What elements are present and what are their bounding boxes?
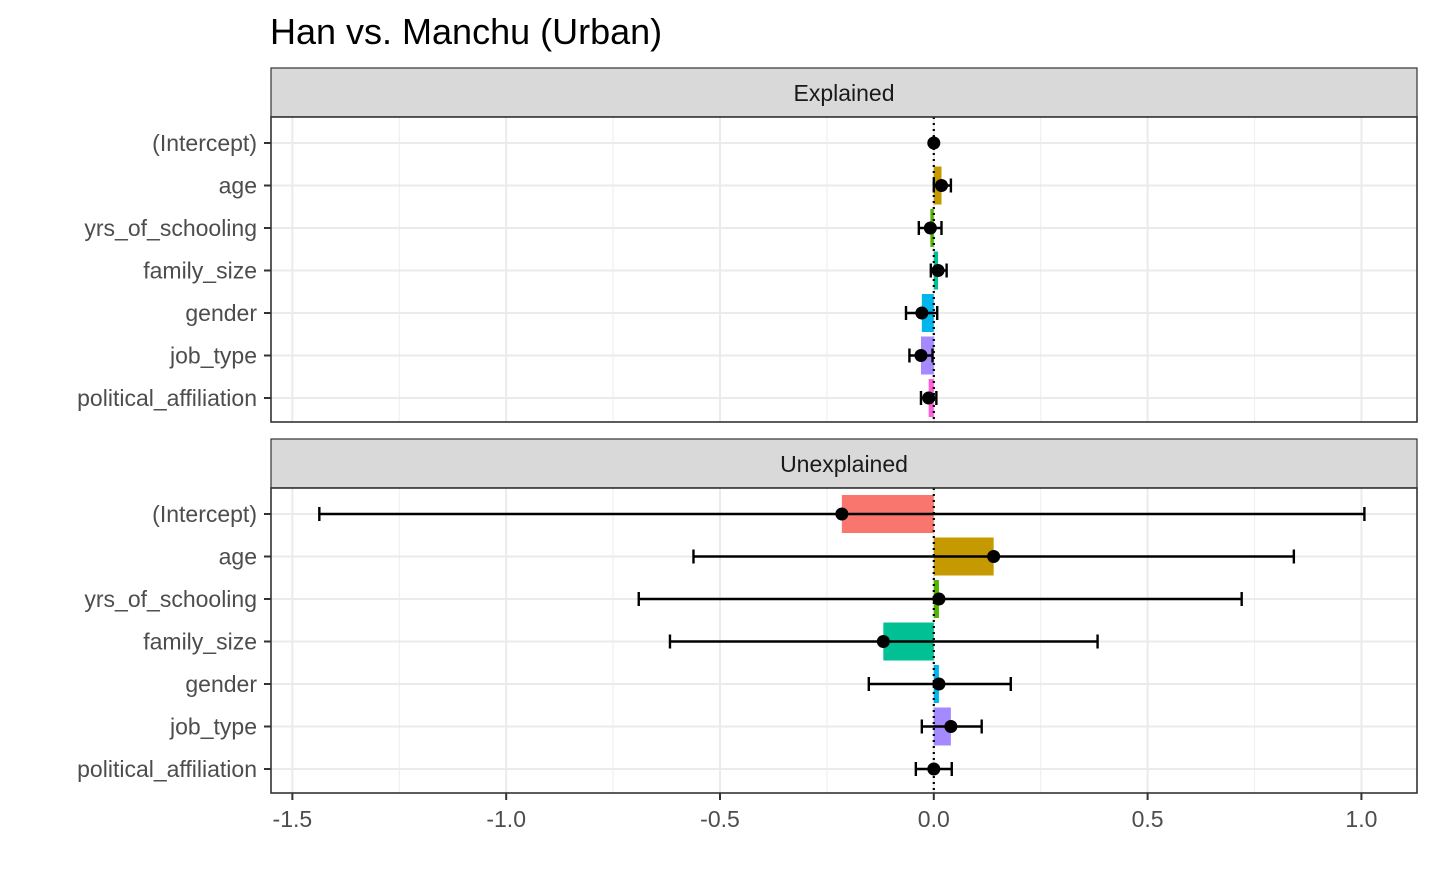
estimate-point	[835, 507, 849, 521]
y-tick-label: gender	[185, 300, 257, 326]
x-tick-label: 0.0	[918, 806, 950, 832]
y-tick-label: political_affiliation	[77, 385, 257, 411]
panel-strip	[270, 438, 1418, 489]
estimate-point	[932, 677, 946, 691]
estimate-point	[915, 306, 929, 320]
panel-strip-label: Unexplained	[780, 451, 908, 477]
y-tick-label: age	[219, 173, 257, 199]
panel-strip-label: Explained	[793, 80, 894, 106]
panel-unexplained: Unexplained (Intercept) age yrs_of_schoolin…	[77, 438, 1418, 832]
x-tick-label: -0.5	[700, 806, 740, 832]
estimate-point	[927, 762, 941, 776]
x-tick-label: 0.5	[1132, 806, 1164, 832]
estimate-point	[927, 136, 941, 150]
estimate-point	[931, 264, 945, 277]
x-tick-label: -1.0	[486, 806, 526, 832]
y-tick-label: (Intercept)	[152, 501, 257, 527]
estimate-point	[932, 592, 946, 606]
plot-area: Explained(Intercept)ageyrs_of_schoolingf…	[77, 67, 1418, 832]
estimate-point	[944, 720, 958, 733]
y-tick-label: yrs_of_schooling	[84, 586, 257, 612]
x-tick-label: 1.0	[1345, 806, 1377, 832]
x-tick-label: -1.5	[273, 806, 313, 832]
estimate-point	[876, 635, 890, 648]
y-tick-label: family_size	[143, 629, 257, 655]
y-tick-label: job_type	[169, 343, 257, 369]
y-tick-label: (Intercept)	[152, 130, 257, 156]
panel-strip	[270, 67, 1418, 118]
y-tick-label: yrs_of_schooling	[84, 215, 257, 241]
y-tick-label: gender	[185, 671, 257, 697]
y-tick-label: family_size	[143, 258, 257, 284]
estimate-point	[914, 349, 928, 362]
y-tick-label: job_type	[169, 714, 257, 740]
estimate-point	[922, 391, 936, 405]
estimate-point	[987, 550, 1001, 563]
chart-title: Han vs. Manchu (Urban)	[270, 11, 662, 52]
estimate-point	[934, 179, 948, 192]
panel-explained: Explained (Intercept) age yrs_of_schoolingf…	[77, 67, 1418, 423]
y-tick-label: political_affiliation	[77, 756, 257, 782]
estimate-point	[923, 221, 937, 235]
y-tick-label: age	[219, 544, 257, 570]
